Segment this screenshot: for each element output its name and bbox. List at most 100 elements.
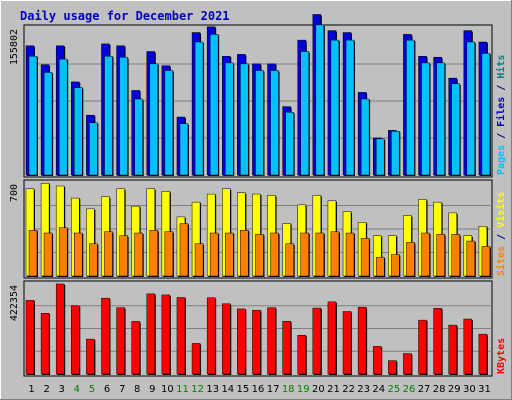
bar-files [406,39,415,176]
x-tick-label: 11 [176,384,189,395]
bar-sites [89,243,98,277]
bar-files [28,56,38,176]
bar-kbytes [357,306,367,375]
x-tick-label: 3 [59,384,65,395]
bar-files [58,58,68,176]
bar-sites [74,232,83,277]
bar-files [436,62,445,176]
bar-sites [28,230,38,277]
x-tick-label: 22 [342,384,355,395]
bar-sites [285,243,294,277]
bar-kbytes [478,333,488,375]
x-tick-label: 4 [74,384,80,395]
x-tick-label: 16 [252,384,265,395]
x-tick-label: 6 [104,384,110,395]
bar-kbytes [463,318,473,375]
bar-kbytes [131,321,140,375]
bar-files [119,56,128,176]
legend-item: Sites [495,246,507,276]
x-tick-label: 8 [134,384,140,395]
x-tick-label: 28 [433,384,446,395]
bar-files [360,98,370,176]
bar-files [345,39,355,176]
bar-files [74,87,83,176]
x-tick-label: 14 [221,384,234,395]
bar-kbytes [161,294,171,375]
bar-kbytes [252,309,261,375]
bar-kbytes [372,346,382,375]
x-tick-label: 13 [206,384,219,395]
bar-sites [451,234,460,277]
bar-files [391,131,400,176]
bar-sites [421,232,430,277]
x-tick-label: 10 [161,384,174,395]
bar-files [179,123,189,176]
bar-kbytes [237,308,246,375]
chart-panels: 155802 Pages / Files / Hits 700 Sites / Vis… [9,14,507,377]
x-tick-label: 20 [312,384,325,395]
x-tick-label: 17 [267,384,280,395]
panel-hits-files: 155802 Pages / Files / Hits [9,14,507,178]
x-tick-label: 9 [149,384,155,395]
legend-item: Hits [495,55,507,79]
legend-item: / [496,79,507,97]
legend-item: Visits [495,192,507,228]
bar-kbytes [342,311,352,375]
bar-kbytes [418,319,427,375]
bar-files [375,138,385,176]
x-tick-label: 23 [357,384,370,395]
bar-kbytes [191,343,201,375]
bar-sites [300,232,309,277]
bar-sites [209,232,219,277]
bar-kbytes [448,324,457,375]
bar-sites [225,232,234,277]
x-tick-label: 19 [297,384,310,395]
bar-files [315,24,325,176]
bar-kbytes [116,307,125,375]
x-tick-label: 31 [478,384,491,395]
bar-sites [436,234,445,277]
bar-files [225,62,234,176]
bar-files [134,98,143,176]
bar-files [89,122,98,176]
bar-sites [466,240,476,277]
x-tick-label: 12 [191,384,204,395]
bar-files [194,41,204,176]
bar-sites [43,232,53,277]
bar-files [240,63,249,176]
bar-files [164,70,174,176]
x-tick-label: 30 [463,384,476,395]
bar-kbytes [388,360,397,375]
legend-item: Files [495,97,507,127]
legend-item: / [496,228,507,246]
bar-sites [179,223,189,277]
bar-files [300,51,309,176]
bar-sites [315,232,325,277]
x-tick-label: 27 [418,384,431,395]
bar-sites [330,231,340,277]
chart-title: Daily usage for December 2021 [20,9,230,23]
panel-legend: Sites / Visits [495,192,507,276]
bar-sites [255,234,264,277]
bar-sites [134,232,143,277]
bar-kbytes [176,297,186,375]
bar-files [43,72,53,176]
bar-sites [58,227,68,277]
legend-item: KBytes [496,338,507,374]
bar-kbytes [403,353,412,375]
bar-files [421,62,430,176]
bar-kbytes [282,320,291,375]
panel-max-label: 700 [9,184,20,202]
x-tick-label: 15 [237,384,250,395]
panel-visits-sites: 700 Sites / Visits [9,179,507,279]
bar-kbytes [267,307,276,375]
bar-sites [164,231,174,277]
x-tick-label: 24 [372,384,385,395]
bar-kbytes [55,283,65,375]
bar-files [466,41,476,176]
bar-sites [360,238,370,277]
bar-sites [391,254,400,277]
bar-files [270,70,279,176]
x-tick-label: 5 [89,384,95,395]
